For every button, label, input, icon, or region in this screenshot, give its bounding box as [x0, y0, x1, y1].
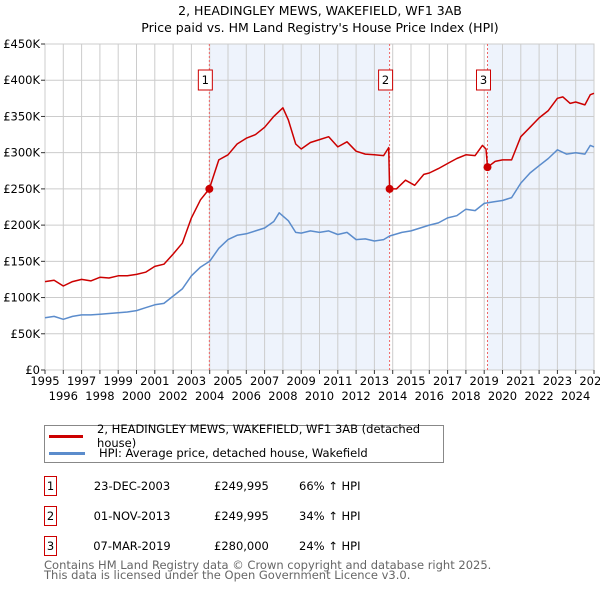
x-tick-label: 1998	[85, 389, 114, 403]
sale-label: 1	[202, 73, 209, 87]
x-tick-label: 2000	[122, 389, 151, 403]
sale-row: 1 23-DEC-2003 £249,995 66% ↑ HPI	[44, 476, 544, 496]
x-tick-label: 2010	[305, 389, 334, 403]
shaded-period	[487, 44, 594, 370]
legend-item-price: 2, HEADINGLEY MEWS, WAKEFIELD, WF1 3AB (…	[45, 422, 443, 450]
sale-number: 3	[44, 536, 57, 556]
x-tick-label: 2025	[579, 374, 600, 388]
x-tick-label: 2015	[396, 374, 425, 388]
y-tick-label: £300K	[3, 146, 40, 160]
sale-hpi-change: 66% ↑ HPI	[299, 479, 361, 493]
x-tick-label: 2011	[323, 374, 352, 388]
x-tick-label: 2005	[213, 374, 242, 388]
x-tick-label: 2012	[341, 389, 370, 403]
y-tick-label: £0	[25, 363, 40, 377]
x-tick-label: 2016	[415, 389, 444, 403]
sale-label-box	[475, 69, 491, 91]
x-tick-label: 2017	[433, 374, 462, 388]
legend-swatch-price	[49, 434, 84, 438]
x-tick-label: 2019	[470, 374, 499, 388]
sale-point	[385, 184, 394, 193]
footer: Contains HM Land Registry data © Crown c…	[44, 558, 492, 582]
x-tick-label: 2022	[524, 389, 553, 403]
y-tick-label: £50K	[11, 327, 41, 341]
y-tick-label: £250K	[3, 182, 40, 196]
x-tick-label: 2004	[195, 389, 224, 403]
sale-price: £280,000	[214, 539, 269, 553]
x-tick-label: 2007	[250, 374, 279, 388]
x-tick-label: 1996	[49, 389, 78, 403]
sale-point	[483, 163, 492, 172]
shaded-period	[209, 44, 390, 370]
legend-label: 2, HEADINGLEY MEWS, WAKEFIELD, WF1 3AB (…	[97, 422, 421, 450]
y-tick-label: £400K	[3, 73, 40, 87]
x-tick-label: 2020	[488, 389, 517, 403]
sale-point	[205, 184, 214, 193]
sale-row: 3 07-MAR-2019 £280,000 24% ↑ HPI	[44, 536, 544, 556]
x-tick-label: 1995	[30, 374, 59, 388]
chart-subtitle: Price paid vs. HM Land Registry's House …	[141, 20, 498, 35]
sale-row: 2 01-NOV-2013 £249,995 34% ↑ HPI	[44, 506, 544, 526]
x-tick-label: 2023	[543, 374, 572, 388]
sale-number: 1	[44, 476, 57, 496]
x-tick-label: 2014	[378, 389, 407, 403]
x-tick-label: 2006	[232, 389, 261, 403]
price-chart: 2, HEADINGLEY MEWS, WAKEFIELD, WF1 3AB P…	[3, 3, 600, 403]
x-tick-label: 2018	[451, 389, 480, 403]
sale-date: 07-MAR-2019	[93, 539, 171, 553]
sale-label-box	[378, 69, 394, 91]
sale-label: 3	[480, 73, 487, 87]
y-tick-label: £350K	[3, 109, 40, 123]
chart-title: 2, HEADINGLEY MEWS, WAKEFIELD, WF1 3AB	[178, 3, 462, 18]
series-line	[44, 144, 595, 321]
y-tick-label: £450K	[3, 37, 40, 51]
y-tick-label: £100K	[3, 291, 40, 305]
legend-swatch-hpi	[49, 451, 85, 455]
x-tick-label: 2001	[140, 374, 169, 388]
sale-hpi-change: 34% ↑ HPI	[299, 509, 361, 523]
legend-item-hpi: HPI: Average price, detached house, Wake…	[45, 445, 368, 461]
x-tick-label: 2021	[506, 374, 535, 388]
x-tick-label: 1999	[104, 374, 133, 388]
sale-hpi-change: 24% ↑ HPI	[299, 539, 361, 553]
x-tick-label: 2008	[268, 389, 297, 403]
x-tick-label: 2024	[561, 389, 590, 403]
sale-label: 2	[382, 73, 389, 87]
x-tick-label: 1997	[67, 374, 96, 388]
x-tick-label: 2002	[158, 389, 187, 403]
y-tick-label: £200K	[3, 218, 40, 232]
footer-licence: This data is licensed under the Open Gov…	[44, 568, 411, 582]
x-tick-label: 2003	[177, 374, 206, 388]
legend-label: HPI: Average price, detached house, Wake…	[99, 446, 368, 460]
x-tick-label: 2009	[287, 374, 316, 388]
sale-date: 23-DEC-2003	[93, 479, 171, 493]
x-tick-label: 2013	[360, 374, 389, 388]
sale-date: 01-NOV-2013	[93, 509, 171, 523]
y-tick-label: £150K	[3, 254, 40, 268]
series-line	[44, 92, 595, 287]
sale-label-box	[197, 69, 213, 91]
sale-number: 2	[44, 506, 57, 526]
sale-price: £249,995	[214, 479, 269, 493]
footer-copyright: Contains HM Land Registry data © Crown c…	[44, 558, 492, 572]
sale-price: £249,995	[214, 509, 269, 523]
legend: 2, HEADINGLEY MEWS, WAKEFIELD, WF1 3AB (…	[44, 422, 444, 463]
